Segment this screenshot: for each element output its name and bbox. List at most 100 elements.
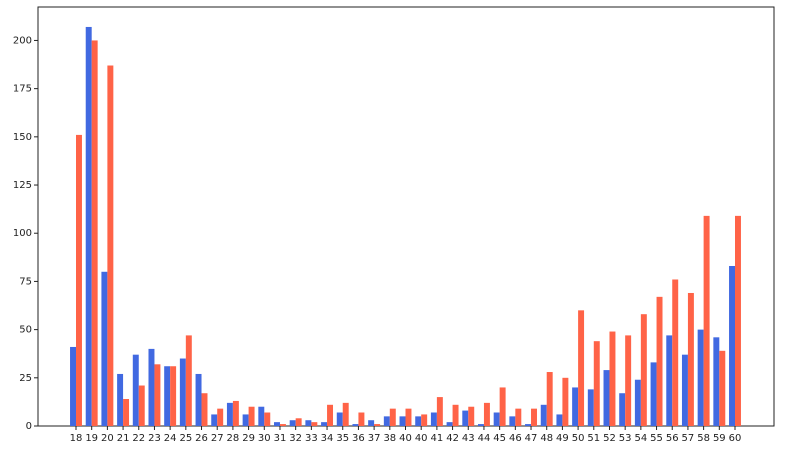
bar [352,424,359,426]
x-tick-label: 40 [399,433,412,444]
bar [279,424,286,426]
bar [264,412,271,426]
bar [546,372,553,426]
bar [342,402,349,426]
bar [389,408,396,426]
x-tick-label: 23 [148,433,161,444]
bar [274,422,280,426]
x-tick-label: 43 [462,433,475,444]
bar [358,412,365,426]
x-tick-label: 52 [603,433,616,444]
bar [587,389,594,426]
bar [101,271,108,426]
bar [468,406,475,426]
y-tick-label: 175 [13,84,32,95]
bar [609,331,616,426]
y-tick-label: 75 [19,276,32,287]
bar [640,314,647,426]
bar [374,424,381,426]
x-tick-label: 51 [587,433,600,444]
x-tick-label: 54 [634,433,647,444]
x-tick-label: 46 [509,433,522,444]
x-tick-label: 41 [431,433,444,444]
bar [681,354,688,426]
bar [76,134,82,426]
bar [578,310,585,426]
bar [327,404,334,426]
x-tick-label: 47 [525,433,538,444]
bar [531,408,537,426]
bar [430,412,437,426]
x-tick-label: 48 [540,433,553,444]
bar [421,414,428,426]
bar [295,418,302,426]
bar [217,408,224,426]
x-tick-label: 25 [179,433,192,444]
x-tick-label: 36 [352,433,365,444]
x-tick-label: 21 [117,433,130,444]
bar [226,402,233,426]
y-tick-label: 25 [19,373,32,384]
bar [625,335,632,426]
x-tick-label: 35 [336,433,349,444]
x-tick-label: 30 [258,433,271,444]
bar [170,366,177,426]
y-tick-label: 100 [13,228,32,239]
x-tick-label: 27 [211,433,224,444]
bar [132,354,139,426]
bar [687,292,694,426]
x-tick-label: 53 [619,433,632,444]
x-tick-label: 34 [321,433,334,444]
x-tick-label: 38 [383,433,396,444]
bar [672,279,679,426]
bar [232,400,239,426]
x-tick-label: 60 [729,433,742,444]
bar [305,420,312,426]
y-tick-label: 50 [19,325,32,336]
bar [399,416,406,426]
bar [383,416,390,426]
x-tick-label: 24 [164,433,177,444]
bar [436,397,443,426]
bar [509,416,516,426]
bar [289,420,296,426]
bar [540,404,547,426]
bar [405,408,412,426]
x-tick-label: 42 [446,433,459,444]
bar [703,215,710,426]
bar [201,393,208,426]
x-tick-label: 58 [697,433,710,444]
x-tick-label: 20 [101,433,114,444]
bar [336,412,343,426]
bar [719,350,726,426]
bar [515,408,522,426]
y-tick-label: 200 [13,35,32,46]
bar [603,370,610,426]
x-tick-label: 57 [682,433,695,444]
bar [729,265,735,426]
x-tick-label: 29 [242,433,255,444]
bar [415,416,422,426]
bar [572,387,579,426]
x-tick-label: 49 [556,433,569,444]
bar [195,373,202,426]
bar [154,364,161,426]
bar [556,414,563,426]
bar [311,422,318,426]
y-tick-label: 0 [26,421,32,432]
bar [477,424,484,426]
x-tick-label: 28 [227,433,240,444]
x-tick-label: 59 [713,433,726,444]
bar [562,377,569,426]
bar [493,412,500,426]
bar [91,40,98,426]
bar [619,393,626,426]
plot-frame [37,6,775,427]
bar [242,414,249,426]
x-tick-label: 22 [132,433,145,444]
bar [123,399,130,426]
x-tick-label: 31 [274,433,287,444]
bar [634,379,641,426]
bar [138,385,145,426]
y-tick-label: 125 [13,180,32,191]
